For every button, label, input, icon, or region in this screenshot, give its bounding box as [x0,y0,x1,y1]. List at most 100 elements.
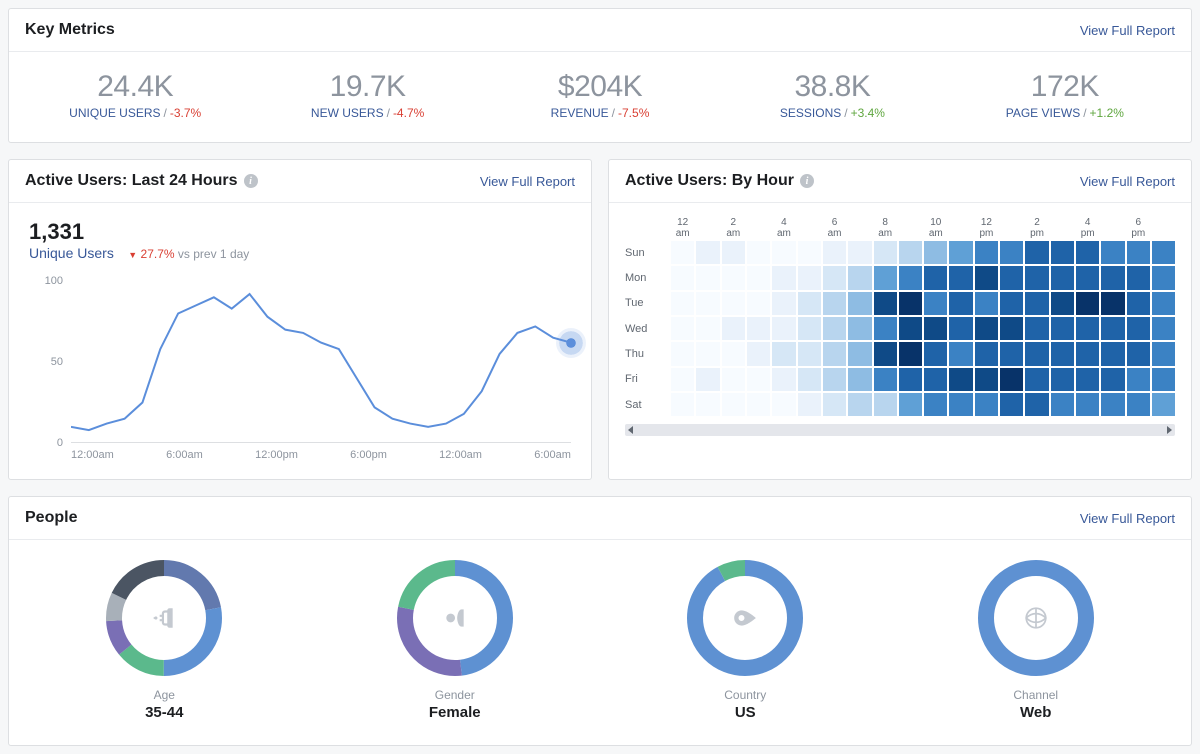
heatmap-cell[interactable] [899,393,922,416]
heatmap-cell[interactable] [823,241,846,264]
heatmap-cell[interactable] [1076,393,1099,416]
people-donut-country[interactable]: CountryUS [600,558,891,721]
heatmap-cell[interactable] [823,393,846,416]
heatmap-cell[interactable] [1000,393,1023,416]
heatmap-cell[interactable] [1025,241,1048,264]
heatmap-cell[interactable] [798,292,821,315]
heatmap-cell[interactable] [1076,241,1099,264]
heatmap-cell[interactable] [1051,241,1074,264]
heatmap-cell[interactable] [924,292,947,315]
heatmap-cell[interactable] [747,241,770,264]
heatmap-cell[interactable] [1101,368,1124,391]
heatmap-cell[interactable] [1025,368,1048,391]
heatmap-cell[interactable] [1025,292,1048,315]
heatmap-cell[interactable] [1051,292,1074,315]
heatmap-cell[interactable] [949,266,972,289]
heatmap-cell[interactable] [1127,368,1150,391]
heatmap-cell[interactable] [848,317,871,340]
heatmap-cell[interactable] [747,292,770,315]
heatmap-cell[interactable] [1152,317,1175,340]
heatmap-cell[interactable] [823,342,846,365]
heatmap-cell[interactable] [899,368,922,391]
heatmap-cell[interactable] [722,342,745,365]
heatmap-cell[interactable] [899,266,922,289]
heatmap-cell[interactable] [1076,368,1099,391]
heatmap-cell[interactable] [823,266,846,289]
heatmap-cell[interactable] [975,241,998,264]
heatmap-cell[interactable] [949,368,972,391]
heatmap-cell[interactable] [949,393,972,416]
heatmap-cell[interactable] [696,292,719,315]
info-icon[interactable]: i [800,174,814,188]
heatmap-cell[interactable] [975,342,998,365]
heatmap-cell[interactable] [798,368,821,391]
people-report-link[interactable]: View Full Report [1080,511,1175,526]
heatmap-cell[interactable] [671,368,694,391]
heatmap-cell[interactable] [1076,292,1099,315]
heatmap-cell[interactable] [671,317,694,340]
active-users-24h-report-link[interactable]: View Full Report [480,174,575,189]
heatmap-cell[interactable] [1051,342,1074,365]
heatmap-cell[interactable] [1152,368,1175,391]
heatmap-cell[interactable] [671,342,694,365]
heatmap-cell[interactable] [874,342,897,365]
heatmap-cell[interactable] [975,317,998,340]
heatmap-cell[interactable] [823,292,846,315]
heatmap-cell[interactable] [823,317,846,340]
metric-new-users[interactable]: 19.7KNEW USERS/-4.7% [251,70,483,120]
heatmap-cell[interactable] [1127,241,1150,264]
heatmap-cell[interactable] [848,292,871,315]
heatmap-cell[interactable] [1076,317,1099,340]
metric-page-views[interactable]: 172KPAGE VIEWS/+1.2% [949,70,1181,120]
heatmap-cell[interactable] [1000,368,1023,391]
heatmap-cell[interactable] [1127,393,1150,416]
info-icon[interactable]: i [244,174,258,188]
heatmap-cell[interactable] [696,266,719,289]
people-donut-gender[interactable]: GenderFemale [310,558,601,721]
heatmap-cell[interactable] [1152,393,1175,416]
heatmap-cell[interactable] [747,393,770,416]
heatmap-cell[interactable] [722,241,745,264]
heatmap-cell[interactable] [772,241,795,264]
heatmap-cell[interactable] [772,266,795,289]
heatmap-cell[interactable] [874,266,897,289]
heatmap-cell[interactable] [722,266,745,289]
heatmap-cell[interactable] [1051,266,1074,289]
heatmap-cell[interactable] [848,368,871,391]
heatmap-cell[interactable] [1025,266,1048,289]
heatmap-cell[interactable] [975,368,998,391]
heatmap-cell[interactable] [772,292,795,315]
people-donut-age[interactable]: Age35-44 [19,558,310,721]
heatmap-cell[interactable] [1051,393,1074,416]
heatmap-cell[interactable] [899,342,922,365]
heatmap-cell[interactable] [1101,393,1124,416]
heatmap-cell[interactable] [798,241,821,264]
heatmap-cell[interactable] [949,241,972,264]
heatmap-cell[interactable] [874,292,897,315]
heatmap-cell[interactable] [798,317,821,340]
heatmap-cell[interactable] [696,317,719,340]
heatmap-cell[interactable] [924,393,947,416]
heatmap-cell[interactable] [1127,266,1150,289]
heatmap-cell[interactable] [798,266,821,289]
heatmap-cell[interactable] [949,317,972,340]
heatmap-scrollbar[interactable] [625,424,1175,436]
heatmap-cell[interactable] [1101,317,1124,340]
metric-unique-users[interactable]: 24.4KUNIQUE USERS/-3.7% [19,70,251,120]
heatmap-cell[interactable] [1127,292,1150,315]
heatmap-cell[interactable] [899,241,922,264]
heatmap-cell[interactable] [722,393,745,416]
heatmap-cell[interactable] [1152,241,1175,264]
heatmap-cell[interactable] [848,393,871,416]
heatmap-cell[interactable] [823,368,846,391]
metric-revenue[interactable]: $204KREVENUE/-7.5% [484,70,716,120]
heatmap-cell[interactable] [874,317,897,340]
heatmap-cell[interactable] [874,241,897,264]
heatmap-cell[interactable] [1051,368,1074,391]
heatmap-cell[interactable] [975,393,998,416]
heatmap-cell[interactable] [848,266,871,289]
heatmap-cell[interactable] [1101,292,1124,315]
heatmap-cell[interactable] [772,342,795,365]
heatmap-cell[interactable] [671,292,694,315]
heatmap-cell[interactable] [1101,342,1124,365]
